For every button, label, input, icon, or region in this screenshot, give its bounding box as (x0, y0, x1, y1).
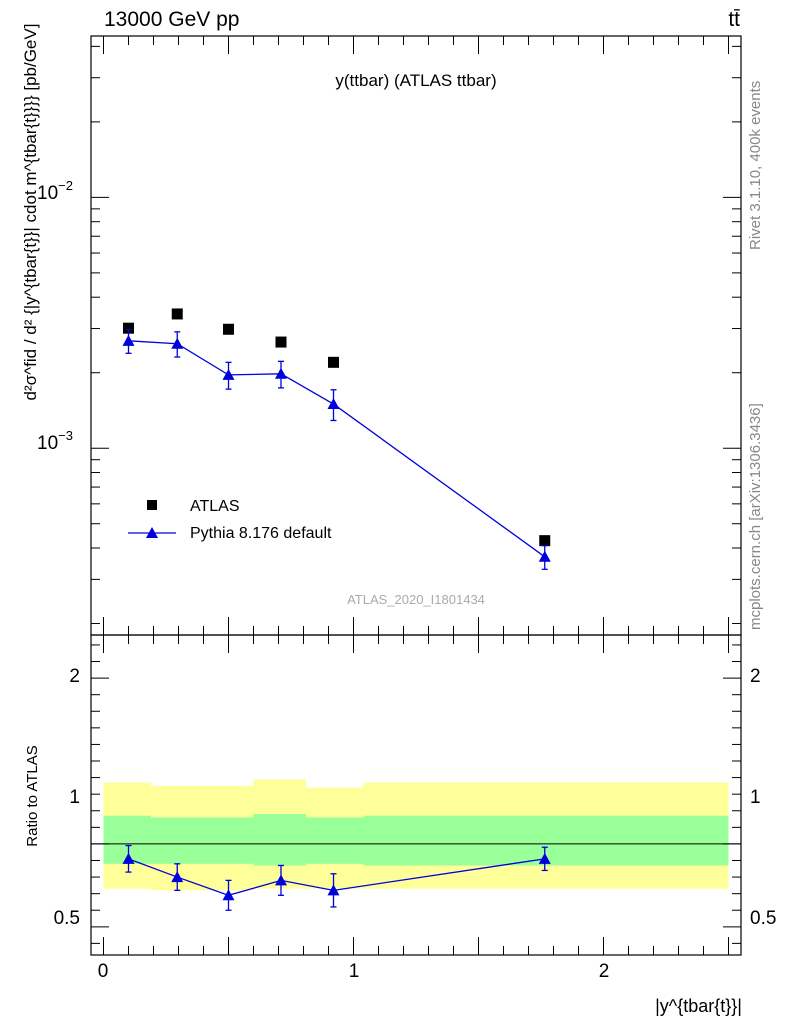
xtick-label-2: 2 (599, 961, 610, 982)
main-y-tick-labels: 10−2 10−3 (37, 178, 73, 454)
atlas-data-point (123, 322, 134, 334)
ratio-band-inner (151, 817, 254, 864)
main-plot-area (90, 35, 742, 636)
atlas-data-point (539, 535, 551, 547)
ratio-band-inner (253, 814, 306, 866)
main-ticks (91, 36, 741, 635)
ytick-label-1e-2: 10−2 (37, 178, 73, 204)
legend-marker-pythia (146, 527, 158, 538)
ratio-ytick-label-right-0-5: 0.5 (750, 908, 776, 929)
ratio-point (538, 852, 551, 864)
pythia-point (538, 550, 551, 562)
pythia-point (122, 334, 135, 346)
ratio-bands (103, 779, 729, 891)
ratio-ytick-label-right-2: 2 (750, 666, 761, 687)
ratio-ytick-label-0-5: 0.5 (54, 908, 80, 929)
mcplots-label: mcplots.cern.ch [arXiv:1306.3436] (747, 403, 764, 630)
legend-label-atlas: ATLAS (190, 498, 240, 515)
main-marks (122, 308, 551, 570)
ratio-point (275, 874, 287, 886)
legend-label-pythia: Pythia 8.176 default (190, 525, 332, 542)
ratio-ticks (91, 635, 741, 955)
ytick-label-1e-2-exp: −2 (58, 178, 73, 193)
ratio-plot-area (90, 634, 742, 956)
ytick-label-1e-3-base: 10 (37, 433, 58, 454)
pythia-point (222, 368, 235, 380)
main-title: y(ttbar) (ATLAS ttbar) (335, 71, 496, 90)
energy-label: 13000 GeV pp (104, 8, 239, 31)
ratio-ytick-label-2: 2 (69, 666, 80, 687)
rivet-label: Rivet 3.1.10, 400k events (747, 81, 764, 250)
main-y-axis-label: d²σ^fid / d² {|y^{tbar{t}}| cdot m^{tbar… (21, 24, 40, 401)
ratio-line (128, 858, 545, 896)
ratio-y-tick-labels: 2 1 0.5 (54, 666, 80, 929)
pythia-line (128, 340, 546, 558)
ratio-ytick-label-1: 1 (69, 787, 80, 808)
analysis-label: ATLAS_2020_I1801434 (347, 592, 485, 607)
ratio-point (171, 871, 184, 883)
x-axis-label: |y^{tbar{t}}| (655, 996, 742, 1016)
ratio-band-inner (306, 817, 364, 864)
ratio-panel: 2 1 0.5 2 1 0.5 Ratio to ATLAS 0 1 2 |y^… (24, 634, 776, 1016)
ratio-y-tick-labels-right: 2 1 0.5 (750, 666, 776, 929)
atlas-data-point (223, 323, 234, 335)
legend-marker-atlas (147, 500, 157, 510)
xtick-label-1: 1 (349, 961, 360, 982)
atlas-data-point (275, 336, 287, 348)
process-label: tt̄ (728, 8, 740, 31)
ratio-point (222, 889, 235, 901)
atlas-data-point (171, 308, 183, 320)
x-tick-labels: 0 1 2 (98, 961, 610, 982)
legend: ATLAS Pythia 8.176 default (128, 498, 332, 542)
pythia-point (275, 367, 287, 379)
ytick-label-1e-2-base: 10 (37, 183, 58, 204)
ratio-point (122, 852, 135, 864)
ytick-label-1e-3: 10−3 (37, 428, 73, 454)
ratio-marks (122, 844, 551, 911)
ratio-y-axis-label: Ratio to ATLAS (24, 745, 41, 846)
ratio-ytick-label-right-1: 1 (750, 787, 761, 808)
ratio-point (327, 884, 340, 896)
ytick-label-1e-3-exp: −3 (58, 428, 73, 443)
main-panel: y(ttbar) (ATLAS ttbar) ATLAS_2020_I18014… (21, 24, 742, 636)
atlas-data-point (328, 356, 339, 368)
xtick-label-0: 0 (98, 961, 109, 982)
pythia-point (327, 398, 340, 410)
pythia-point (171, 337, 184, 349)
